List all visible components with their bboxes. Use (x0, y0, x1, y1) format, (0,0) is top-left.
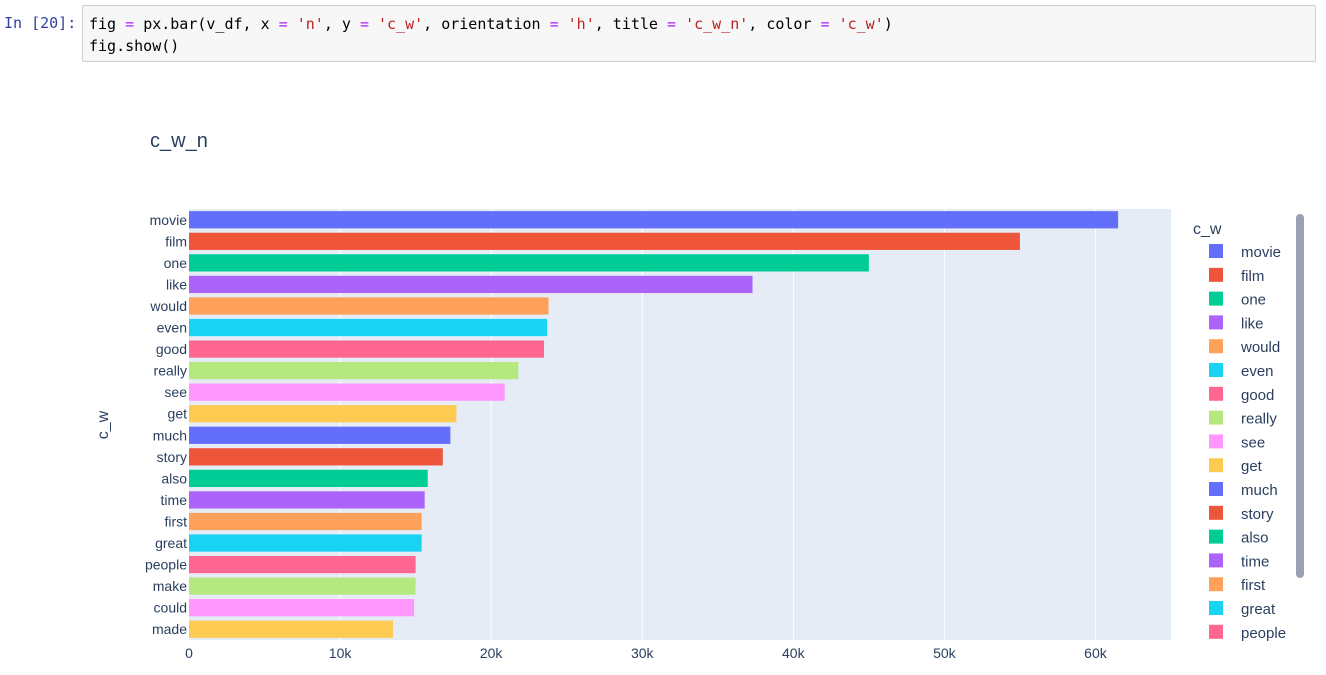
y-tick-label: would (149, 298, 187, 314)
legend-label[interactable]: would (1240, 339, 1280, 356)
x-tick-label: 50k (933, 645, 957, 661)
bar-like[interactable] (189, 275, 753, 294)
bar-see[interactable] (189, 383, 505, 401)
x-tick-label: 20k (480, 645, 504, 661)
x-tick-label: 0 (185, 645, 193, 661)
code-line-1: fig = px.bar(v_df, x = 'n', y = 'c_w', o… (89, 15, 893, 33)
y-tick-label: first (164, 513, 187, 529)
y-tick-label: movie (150, 212, 188, 228)
legend-label[interactable]: first (1241, 577, 1266, 594)
bar-also[interactable] (189, 469, 428, 487)
y-tick-label: really (154, 363, 187, 379)
bar-really[interactable] (189, 362, 519, 380)
y-tick-label: much (153, 427, 187, 443)
legend-swatch[interactable] (1209, 267, 1223, 282)
legend-label[interactable]: see (1241, 434, 1265, 451)
notebook-cell: In [20]: fig = px.bar(v_df, x = 'n', y =… (0, 0, 1326, 70)
legend-label[interactable]: like (1241, 315, 1264, 332)
bar-chart: c_w_n movie film one like would even good reall… (95, 130, 1286, 661)
y-tick-label: good (156, 341, 187, 357)
legend-swatch[interactable] (1209, 553, 1223, 568)
y-axis-label: c_w (95, 410, 112, 439)
y-tick-label: one (164, 255, 188, 271)
plot-area (189, 209, 1171, 640)
y-tick-label: great (155, 535, 187, 551)
x-tick-label: 10k (329, 645, 353, 661)
bar-made[interactable] (189, 620, 393, 638)
legend-label[interactable]: story (1241, 506, 1274, 523)
legend-swatch[interactable] (1209, 410, 1223, 425)
legend-swatch[interactable] (1209, 505, 1223, 520)
code-input[interactable]: fig = px.bar(v_df, x = 'n', y = 'c_w', o… (82, 5, 1316, 62)
y-tick-label: get (168, 406, 188, 422)
legend-label[interactable]: time (1241, 553, 1269, 570)
bar-movie[interactable] (189, 211, 1119, 229)
bar-people[interactable] (189, 555, 416, 574)
y-tick-label: people (145, 557, 187, 573)
legend-label[interactable]: great (1241, 601, 1276, 618)
legend-label[interactable]: people (1241, 625, 1286, 642)
bar-one[interactable] (189, 254, 869, 272)
y-tick-label: also (161, 470, 187, 486)
legend-swatch[interactable] (1209, 291, 1223, 306)
cell-prompt: In [20]: (4, 14, 77, 32)
legend-swatch[interactable] (1209, 458, 1223, 473)
legend-swatch[interactable] (1209, 529, 1223, 544)
legend-swatch[interactable] (1209, 482, 1223, 496)
legend-label[interactable]: one (1241, 292, 1266, 309)
x-tick-label: 30k (631, 645, 655, 661)
bar-film[interactable] (189, 232, 1020, 250)
legend-swatch[interactable] (1209, 601, 1223, 615)
bar-could[interactable] (189, 599, 415, 617)
y-tick-label: time (161, 492, 188, 508)
bars (189, 211, 1119, 638)
bar-good[interactable] (189, 340, 545, 358)
y-tick-label: could (154, 600, 187, 616)
legend-label[interactable]: film (1241, 268, 1264, 285)
x-tick-label: 40k (782, 645, 806, 661)
legend-scrollbar[interactable] (1296, 214, 1304, 578)
bar-first[interactable] (189, 512, 422, 531)
legend-swatch[interactable] (1209, 339, 1223, 354)
y-tick-label: film (165, 233, 187, 249)
code-line-2: fig.show() (89, 37, 180, 55)
bar-much[interactable] (189, 426, 451, 444)
bar-get[interactable] (189, 405, 457, 423)
legend-swatch[interactable] (1209, 363, 1223, 377)
legend-label[interactable]: even (1241, 363, 1274, 380)
bar-great[interactable] (189, 534, 422, 552)
legend[interactable]: movie film one like would even good really see ge… (1209, 244, 1286, 642)
x-tick-label: 60k (1084, 645, 1108, 661)
y-tick-label: see (164, 384, 187, 400)
chart-title: c_w_n (150, 130, 208, 152)
legend-label[interactable]: really (1241, 411, 1277, 428)
y-tick-label: even (157, 320, 187, 336)
legend-swatch[interactable] (1209, 434, 1223, 449)
legend-swatch[interactable] (1209, 315, 1223, 330)
legend-title: c_w (1193, 221, 1222, 238)
legend-label[interactable]: also (1241, 530, 1269, 547)
legend-label[interactable]: good (1241, 387, 1274, 404)
bar-even[interactable] (189, 318, 548, 337)
legend-swatch[interactable] (1209, 624, 1223, 639)
legend-swatch[interactable] (1209, 577, 1223, 592)
legend-label[interactable]: movie (1241, 244, 1281, 261)
legend-swatch[interactable] (1209, 244, 1223, 258)
y-tick-labels: movie film one like would even good really see ge… (145, 212, 187, 637)
bar-make[interactable] (189, 577, 416, 595)
y-tick-label: made (152, 621, 187, 637)
bar-time[interactable] (189, 491, 425, 509)
y-tick-label: like (166, 276, 187, 292)
x-tick-labels: 0 10k 20k 30k 40k 50k 60k (185, 645, 1108, 661)
legend-label[interactable]: much (1241, 482, 1278, 499)
bar-story[interactable] (189, 448, 443, 466)
bar-would[interactable] (189, 297, 549, 315)
legend-swatch[interactable] (1209, 386, 1223, 401)
y-tick-label: make (153, 578, 187, 594)
y-tick-label: story (157, 449, 187, 465)
legend-label[interactable]: get (1241, 458, 1263, 475)
